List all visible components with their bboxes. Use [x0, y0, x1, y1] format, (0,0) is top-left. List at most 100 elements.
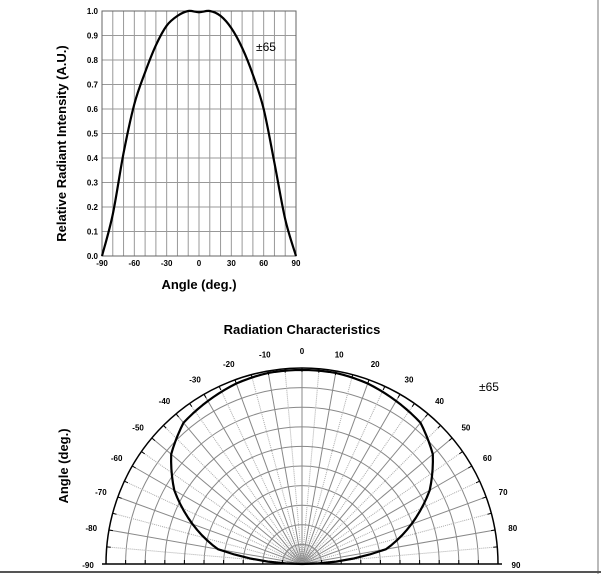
angle-tick-label: 30	[405, 376, 414, 385]
y-tick-label: 1.0	[87, 7, 99, 16]
arc-tick	[468, 465, 472, 469]
angle-tick-label: 40	[435, 397, 444, 406]
arc-tick	[132, 465, 136, 469]
intensity-curve	[100, 9, 298, 257]
y-tick-label: 0.7	[87, 81, 99, 90]
angle-tick-label: -60	[111, 454, 123, 463]
radial-line	[301, 437, 453, 565]
arc-tick	[458, 451, 463, 455]
y-tick-label: 0.8	[87, 56, 99, 65]
radial-line	[301, 413, 429, 565]
radial-line	[301, 496, 487, 565]
x-tick-label: 60	[259, 259, 268, 268]
radial-line	[203, 394, 303, 565]
plot-frame	[101, 10, 297, 257]
angle-tick-label: -30	[189, 376, 201, 385]
angle-tick-label: -50	[132, 423, 144, 432]
radial-line	[301, 512, 492, 565]
radial-line	[267, 370, 303, 565]
radial-line	[284, 368, 303, 565]
cartesian-chart: 0.0 0.1 0.2 0.3 0.4 0.5 0.6 0.7 0.8 0.9 1.0 -90 -60 -…	[54, 7, 301, 292]
arc-tick	[411, 403, 415, 408]
radial-line	[301, 374, 354, 565]
y-tick-label: 0.0	[87, 252, 99, 261]
y-axis-label: Relative Radiant Intensity (A.U.)	[54, 45, 69, 241]
radial-line	[301, 379, 370, 565]
angle-tick-label: -20	[223, 360, 235, 369]
x-tick-label: -60	[129, 259, 141, 268]
radial-line	[301, 480, 480, 565]
radial-line	[112, 512, 303, 565]
radial-line	[301, 403, 415, 565]
angle-tick-label: -10	[259, 350, 271, 359]
y-tick-label: 0.3	[87, 179, 99, 188]
y-tick-label: 0.9	[87, 32, 99, 41]
radial-line	[234, 379, 303, 565]
radial-line	[301, 386, 386, 565]
y-tick-label: 0.5	[87, 130, 99, 139]
radial-line	[301, 451, 463, 565]
arc-tick	[490, 529, 496, 532]
polar-y-label: Angle (deg.)	[56, 428, 71, 503]
y-tick-label: 0.2	[87, 203, 99, 212]
arc-tick	[151, 437, 156, 441]
radial-line	[163, 425, 303, 565]
radial-line	[175, 413, 303, 565]
radial-line	[301, 529, 496, 565]
y-tick-label: 0.1	[87, 228, 99, 237]
radial-line	[124, 480, 303, 565]
x-tick-label: 30	[227, 259, 236, 268]
y-tick-label: 0.4	[87, 154, 99, 163]
radiation-pattern-curve	[170, 368, 434, 566]
radial-line	[117, 496, 303, 565]
arc-tick	[189, 403, 193, 408]
x-tick-label: -30	[161, 259, 173, 268]
arc-tick	[175, 413, 179, 418]
angle-tick-label: 60	[483, 454, 492, 463]
angle-tick-label: -80	[85, 524, 97, 533]
arc-tick	[108, 529, 114, 532]
arc-tick	[448, 437, 453, 441]
arc-tick	[382, 386, 386, 391]
angle-tick-label: 70	[499, 488, 508, 497]
angle-tick-label: 20	[371, 360, 380, 369]
angle-tick-label: 90	[512, 561, 521, 570]
radial-line	[108, 529, 303, 565]
radial-line	[218, 386, 303, 565]
arc-tick	[117, 496, 122, 499]
radial-line	[189, 403, 303, 565]
arc-tick	[218, 386, 222, 391]
radial-line	[301, 370, 337, 565]
arc-tick	[112, 512, 117, 515]
arc-tick	[163, 425, 167, 429]
arc-tick	[141, 451, 146, 455]
radial-line	[141, 451, 303, 565]
angle-tick-label: -70	[95, 488, 107, 497]
radial-line	[132, 465, 303, 565]
polar-chart: -90 -80 -70 -60 -50 -40 -30 -20 -10 0 10 20 30 40 50 60…	[56, 322, 521, 570]
arc-tick	[124, 480, 129, 484]
angle-tick-label: -90	[82, 561, 94, 570]
arc-tick	[425, 413, 429, 418]
x-tick-label: -90	[96, 259, 108, 268]
radial-line	[151, 437, 303, 565]
radial-line	[250, 374, 303, 565]
x-tick-label: 90	[292, 259, 301, 268]
arc-tick	[482, 496, 487, 499]
x-axis-label: Angle (deg.)	[161, 277, 236, 292]
arc-tick	[397, 394, 401, 398]
arc-tick	[203, 394, 207, 398]
angle-tick-label: 50	[461, 423, 470, 432]
arc-tick	[475, 480, 480, 484]
angle-tick-label: -40	[159, 397, 171, 406]
polar-title: Radiation Characteristics	[224, 322, 381, 337]
radial-line	[301, 465, 472, 565]
arc-tick	[487, 512, 492, 515]
arc-tick	[437, 425, 441, 429]
angle-tick-label: 0	[300, 347, 305, 356]
x-tick-label: 0	[197, 259, 202, 268]
radial-line	[301, 425, 441, 565]
beam-angle-annotation: ±65	[256, 40, 276, 54]
polar-beam-angle-annotation: ±65	[479, 380, 499, 394]
